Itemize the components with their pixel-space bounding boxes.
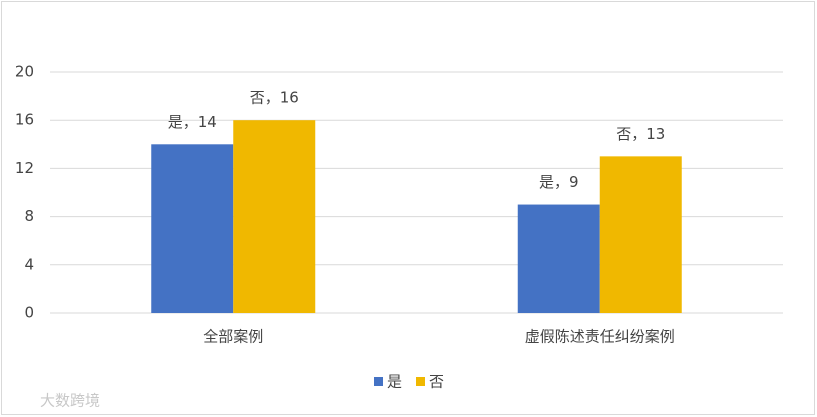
y-tick-label: 4	[24, 255, 34, 273]
legend-label: 是	[387, 373, 402, 391]
y-tick-label: 0	[24, 304, 34, 322]
x-tick-label: 全部案例	[203, 328, 263, 346]
data-label: 否，13	[616, 125, 665, 143]
watermark: 大数跨境	[40, 392, 100, 410]
y-tick-label: 12	[15, 159, 34, 177]
data-label: 否，16	[250, 89, 299, 107]
bar	[517, 204, 600, 313]
bar	[599, 156, 682, 313]
data-label: 是，9	[539, 173, 579, 191]
y-tick-label: 8	[24, 207, 34, 225]
bar	[151, 144, 234, 313]
bar	[233, 120, 316, 313]
y-tick-label: 20	[15, 63, 34, 81]
x-tick-label: 虚假陈述责任纠纷案例	[525, 328, 675, 346]
legend-swatch	[416, 377, 425, 386]
legend-swatch	[374, 377, 383, 386]
y-tick-label: 16	[15, 111, 34, 129]
legend-label: 否	[429, 373, 444, 391]
data-label: 是，14	[168, 113, 217, 131]
